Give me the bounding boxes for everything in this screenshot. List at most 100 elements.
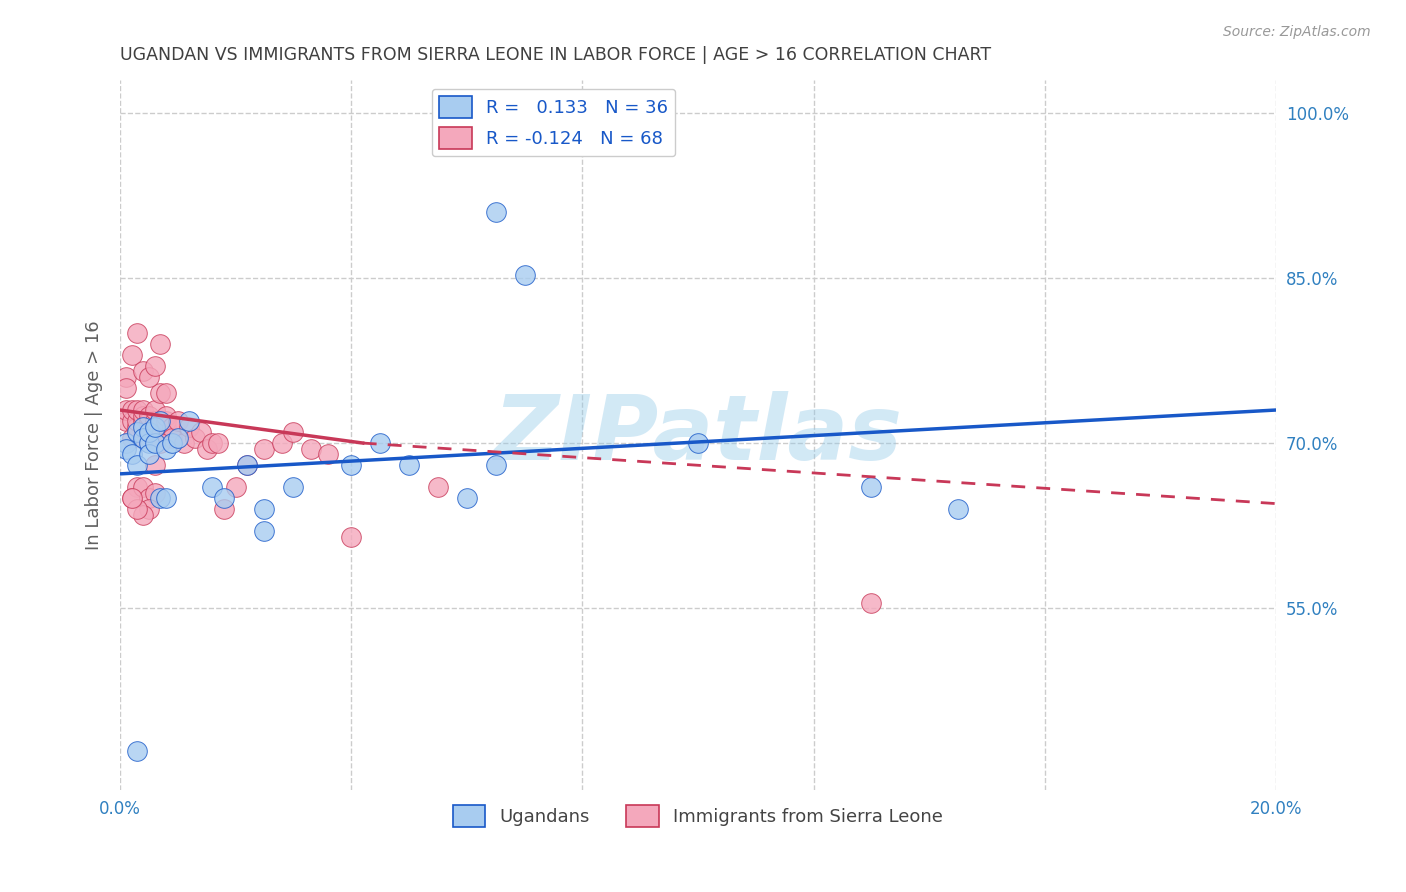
Point — [149, 414, 172, 428]
Point — [127, 326, 149, 340]
Y-axis label: In Labor Force | Age > 16: In Labor Force | Age > 16 — [86, 320, 103, 549]
Point — [155, 442, 177, 456]
Point — [143, 431, 166, 445]
Point — [121, 431, 143, 445]
Point — [138, 431, 160, 445]
Text: Source: ZipAtlas.com: Source: ZipAtlas.com — [1223, 25, 1371, 39]
Point — [426, 480, 449, 494]
Point — [121, 491, 143, 505]
Point — [138, 414, 160, 428]
Point — [127, 502, 149, 516]
Point — [132, 431, 155, 445]
Text: UGANDAN VS IMMIGRANTS FROM SIERRA LEONE IN LABOR FORCE | AGE > 16 CORRELATION CH: UGANDAN VS IMMIGRANTS FROM SIERRA LEONE … — [120, 46, 991, 64]
Point — [143, 359, 166, 373]
Point — [398, 458, 420, 472]
Legend: Ugandans, Immigrants from Sierra Leone: Ugandans, Immigrants from Sierra Leone — [446, 797, 950, 834]
Point — [143, 419, 166, 434]
Point — [132, 403, 155, 417]
Point — [114, 436, 136, 450]
Point — [138, 409, 160, 423]
Point — [340, 458, 363, 472]
Point — [179, 414, 201, 428]
Point — [236, 458, 259, 472]
Point — [184, 431, 207, 445]
Point — [485, 204, 508, 219]
Point — [283, 425, 305, 439]
Point — [155, 491, 177, 505]
Point — [132, 480, 155, 494]
Point — [114, 414, 136, 428]
Point — [138, 502, 160, 516]
Point — [121, 403, 143, 417]
Text: ZIPatlas: ZIPatlas — [494, 391, 903, 479]
Point — [253, 502, 276, 516]
Point — [127, 419, 149, 434]
Point — [179, 419, 201, 434]
Point — [149, 419, 172, 434]
Point — [149, 491, 172, 505]
Point — [114, 403, 136, 417]
Point — [316, 447, 339, 461]
Point — [368, 436, 391, 450]
Point — [127, 414, 149, 428]
Point — [127, 480, 149, 494]
Point — [127, 425, 149, 439]
Point — [138, 491, 160, 505]
Point — [201, 436, 224, 450]
Point — [212, 491, 235, 505]
Point — [138, 425, 160, 439]
Point — [149, 436, 172, 450]
Point — [138, 447, 160, 461]
Point — [513, 268, 536, 282]
Point — [860, 596, 883, 610]
Point — [201, 480, 224, 494]
Point — [166, 431, 188, 445]
Point — [485, 458, 508, 472]
Point — [143, 485, 166, 500]
Point — [114, 381, 136, 395]
Point — [190, 425, 212, 439]
Point — [121, 414, 143, 428]
Point — [149, 386, 172, 401]
Point — [149, 414, 172, 428]
Point — [132, 414, 155, 428]
Point — [236, 458, 259, 472]
Point — [132, 419, 155, 434]
Point — [160, 436, 183, 450]
Point — [114, 370, 136, 384]
Point — [143, 414, 166, 428]
Point — [138, 436, 160, 450]
Point — [160, 419, 183, 434]
Point — [160, 431, 183, 445]
Point — [166, 414, 188, 428]
Point — [143, 436, 166, 450]
Point — [127, 403, 149, 417]
Point — [860, 480, 883, 494]
Point — [114, 442, 136, 456]
Point — [207, 436, 229, 450]
Point — [155, 409, 177, 423]
Point — [155, 419, 177, 434]
Point — [121, 491, 143, 505]
Point — [143, 458, 166, 472]
Point — [132, 508, 155, 522]
Point — [143, 419, 166, 434]
Point — [212, 502, 235, 516]
Point — [299, 442, 322, 456]
Point — [686, 436, 709, 450]
Point — [225, 480, 247, 494]
Point — [253, 524, 276, 538]
Point — [132, 364, 155, 378]
Point — [946, 502, 969, 516]
Point — [149, 337, 172, 351]
Point — [121, 447, 143, 461]
Point — [155, 414, 177, 428]
Point — [155, 386, 177, 401]
Point — [270, 436, 292, 450]
Point — [138, 370, 160, 384]
Point — [173, 436, 195, 450]
Point — [121, 348, 143, 362]
Point — [143, 403, 166, 417]
Point — [340, 530, 363, 544]
Point — [283, 480, 305, 494]
